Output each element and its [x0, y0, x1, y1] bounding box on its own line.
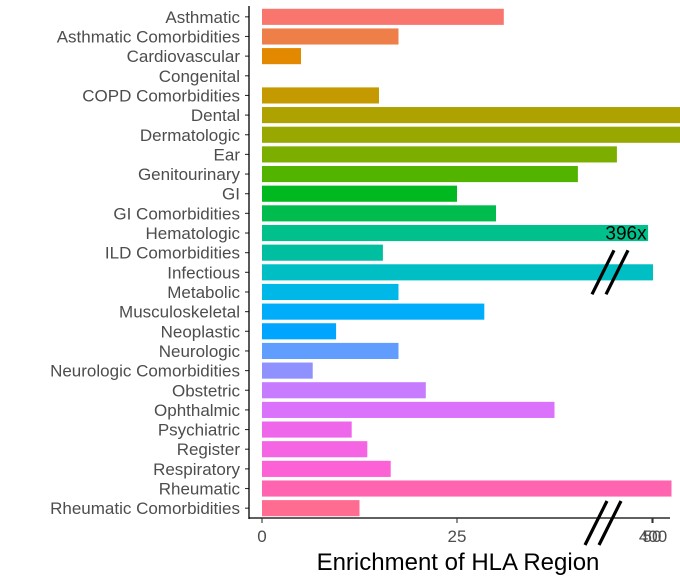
bar-asthmatic-comorbidities	[262, 28, 399, 45]
bar-neurologic-comorbidities	[262, 362, 313, 379]
category-label: Genitourinary	[138, 165, 241, 184]
bar-genitourinary	[262, 165, 578, 183]
category-label: Neoplastic	[161, 322, 241, 341]
bar-rheumatic	[262, 480, 672, 497]
x-axis-break-mark	[583, 500, 623, 546]
bar-rheumatic-comorbidities	[262, 500, 360, 517]
bar-gi-comorbidities	[262, 205, 496, 222]
x-tick-labels: 0255075400	[257, 527, 667, 546]
bar-dermatologic	[262, 126, 680, 143]
category-label: Musculoskeletal	[119, 303, 240, 322]
bar-neurologic	[262, 342, 399, 360]
bar-respiratory	[262, 460, 391, 477]
bar-ear	[262, 146, 617, 163]
category-label: Neurologic Comorbidities	[50, 362, 240, 381]
bar-break-mark	[590, 249, 630, 296]
x-axis-title: Enrichment of HLA Region	[317, 549, 600, 576]
bar-register	[262, 441, 368, 458]
category-label: Respiratory	[153, 460, 240, 479]
category-label: Ear	[214, 145, 241, 164]
category-label: GI Comorbidities	[113, 204, 240, 223]
bar-infectious	[262, 264, 653, 281]
bar-annotation: 396x	[605, 223, 647, 244]
category-label: Infectious	[167, 263, 240, 282]
x-tick-label: 25	[448, 527, 467, 546]
bar-asthmatic	[262, 8, 504, 25]
category-label: Asthmatic	[165, 8, 240, 27]
category-label: Obstetric	[172, 381, 241, 400]
x-tick-label: 0	[257, 527, 266, 546]
bar-musculoskeletal	[262, 303, 485, 320]
category-label: Register	[177, 440, 241, 459]
category-label: Psychiatric	[158, 421, 241, 440]
category-label: Hematologic	[146, 224, 241, 243]
bar-copd-comorbidities	[262, 87, 379, 104]
bar-hematologic	[262, 224, 649, 242]
category-label: ILD Comorbidities	[105, 244, 240, 263]
bar-ophthalmic	[262, 401, 555, 418]
category-label: Neurologic	[159, 342, 241, 361]
category-label: Ophthalmic	[154, 401, 240, 420]
category-label: Rheumatic	[159, 480, 241, 499]
bar-neoplastic	[262, 323, 337, 340]
bars-group	[262, 8, 680, 517]
bar-gi	[262, 185, 457, 202]
axis-breaks	[583, 249, 630, 546]
category-label: COPD Comorbidities	[82, 86, 240, 105]
x-axis-ticks	[261, 518, 654, 523]
bar-ild-comorbidities	[262, 244, 383, 261]
bar-dental	[262, 107, 680, 124]
bar-psychiatric	[262, 421, 352, 438]
category-label: GI	[222, 185, 240, 204]
bar-obstetric	[262, 382, 426, 399]
category-label: Rheumatic Comorbidities	[50, 499, 240, 518]
category-label: Dental	[191, 106, 240, 125]
category-label: Cardiovascular	[127, 47, 241, 66]
category-label: Metabolic	[167, 283, 240, 302]
category-label: Congenital	[159, 67, 240, 86]
x-tick-label: 50	[643, 527, 662, 546]
category-label: Dermatologic	[140, 126, 241, 145]
annotations: 396x	[605, 223, 647, 244]
category-label: Asthmatic Comorbidities	[57, 27, 240, 46]
bar-metabolic	[262, 283, 399, 301]
y-axis-ticks	[245, 16, 249, 509]
bar-cardiovascular	[262, 48, 301, 65]
x-tick-label: 400	[639, 527, 667, 546]
